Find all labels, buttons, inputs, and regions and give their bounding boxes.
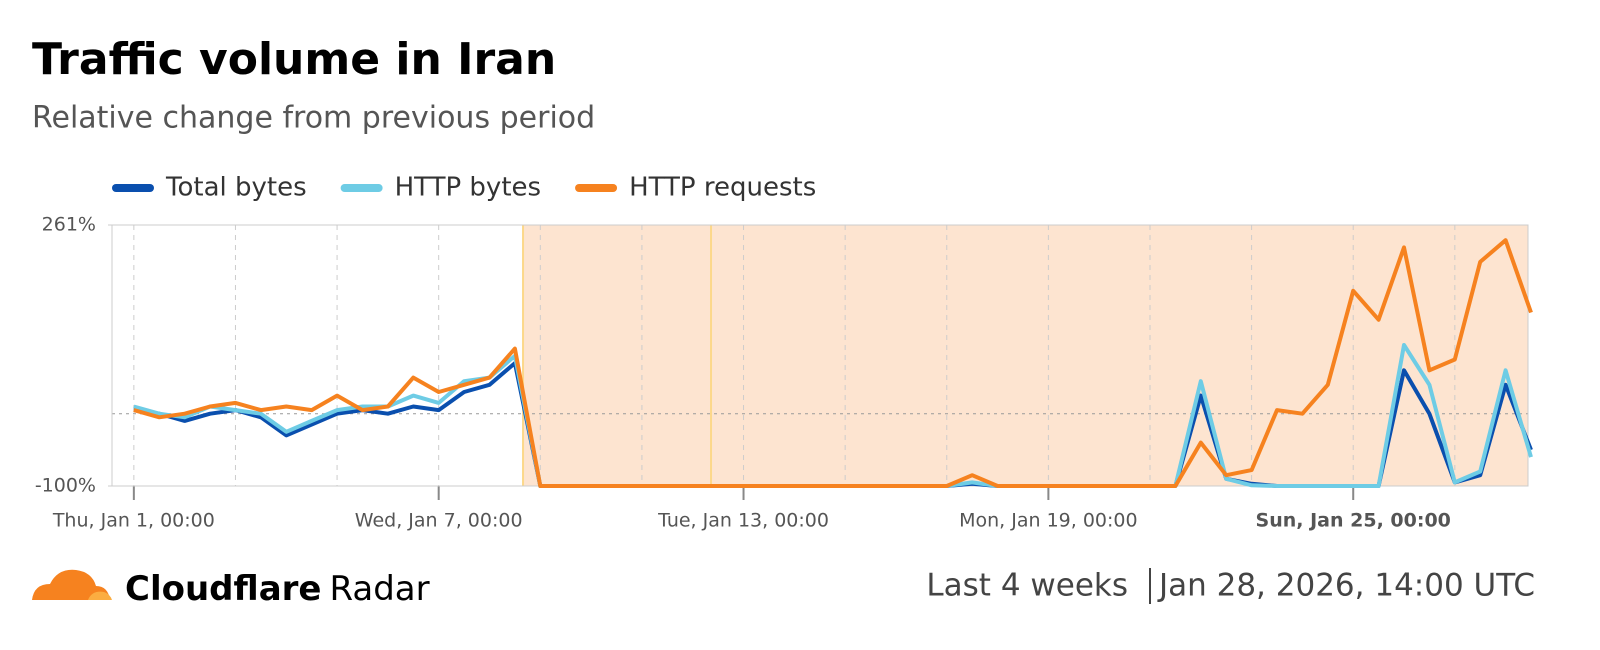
x-tick-label: Wed, Jan 7, 00:00 <box>355 510 523 532</box>
legend-label: Total bytes <box>165 173 307 203</box>
shaded-range <box>523 225 1528 486</box>
product: Radar <box>329 569 429 609</box>
chart-title: Traffic volume in Iran <box>32 34 556 85</box>
x-tick-label: Tue, Jan 13, 00:00 <box>657 510 829 532</box>
footer-timestamp: Jan 28, 2026, 14:00 UTC <box>1157 568 1535 604</box>
footer-brand: Cloudflare Radar <box>125 569 430 609</box>
legend-label: HTTP requests <box>629 173 816 203</box>
series-line <box>133 238 1533 488</box>
logo <box>32 569 112 600</box>
chart-subtitle: Relative change from previous period <box>32 101 595 136</box>
x-tick-label: Mon, Jan 19, 00:00 <box>959 510 1137 532</box>
x-tick-label: Thu, Jan 1, 00:00 <box>52 510 215 532</box>
footer-period: Last 4 weeks <box>926 568 1128 604</box>
y-tick-label: -100% <box>35 475 96 497</box>
brand: Cloudflare <box>125 569 321 609</box>
x-tick-label: Sun, Jan 25, 00:00 <box>1256 510 1451 532</box>
y-tick-label: 261% <box>42 214 96 236</box>
legend-label: HTTP bytes <box>395 173 541 203</box>
